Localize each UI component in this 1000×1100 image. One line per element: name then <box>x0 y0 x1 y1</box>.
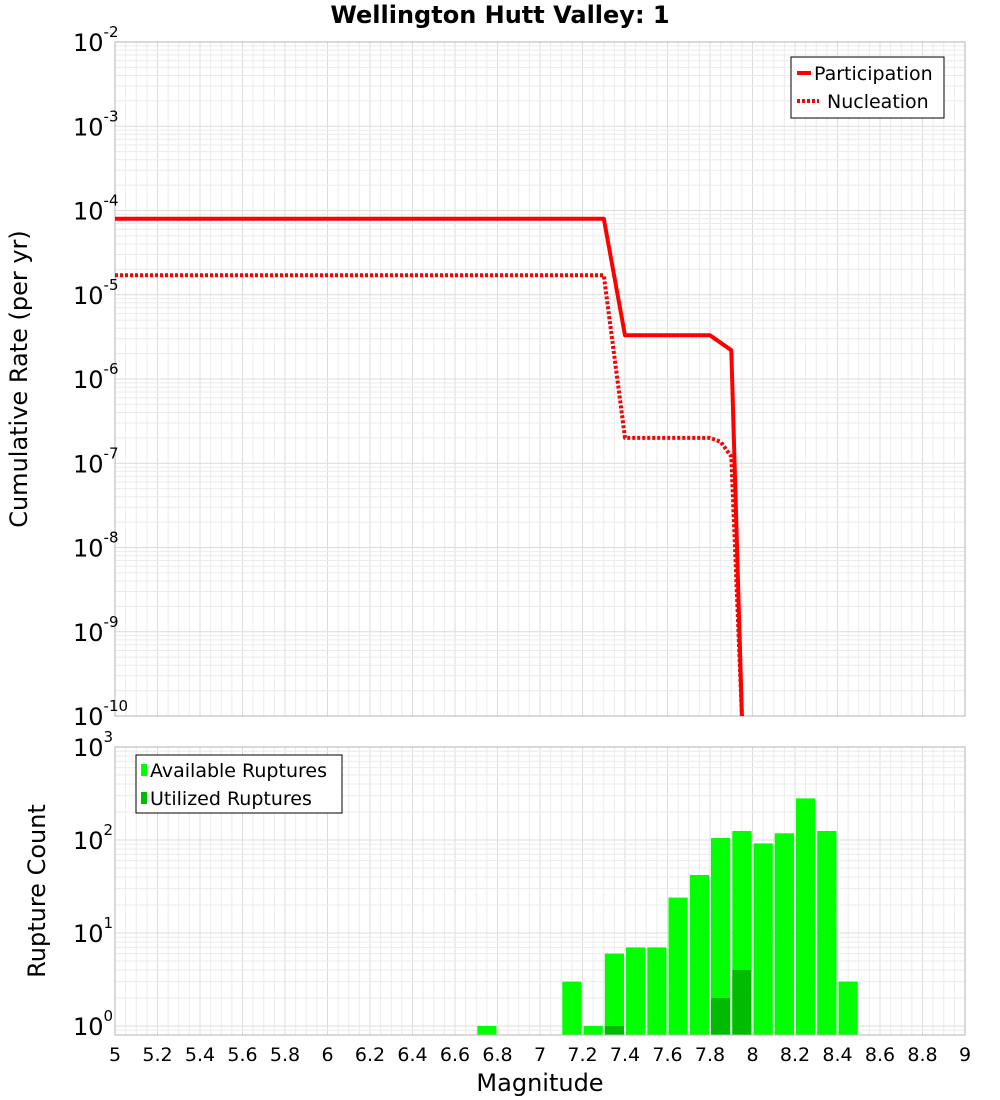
bottom-y-tick-label: 100 <box>73 1007 113 1041</box>
top-y-tick-exponent: -5 <box>104 276 119 294</box>
legend-utilized-swatch <box>141 792 147 804</box>
available-rupture-bar <box>838 981 858 1035</box>
x-tick-label: 5.8 <box>270 1044 300 1066</box>
x-tick-label: 8.2 <box>780 1044 810 1066</box>
bottom-y-tick-exponent: 3 <box>104 728 114 746</box>
x-tick-label: 6.8 <box>482 1044 512 1066</box>
x-tick-label: 6.4 <box>397 1044 427 1066</box>
available-rupture-bar <box>477 1026 497 1035</box>
x-tick-label: 7.6 <box>652 1044 682 1066</box>
x-tick-label: 9 <box>959 1044 971 1066</box>
bottom-y-tick-label: 101 <box>73 914 113 948</box>
top-y-tick-exponent: -4 <box>104 192 119 210</box>
top-y-tick-label: 10-4 <box>73 192 119 226</box>
x-tick-label: 6 <box>321 1044 333 1066</box>
legend-nucleation-label: Nucleation <box>827 91 929 113</box>
legend-available-label: Available Ruptures <box>150 760 327 782</box>
top-y-tick-exponent: -10 <box>104 697 129 715</box>
utilized-rupture-bar <box>732 970 752 1035</box>
top-y-tick-exponent: -2 <box>104 23 119 41</box>
chart-title: Wellington Hutt Valley: 1 <box>330 1 669 29</box>
available-rupture-bar <box>626 947 646 1035</box>
top-series-lines <box>115 216 744 717</box>
x-axis-label: Magnitude <box>476 1069 603 1097</box>
available-rupture-bar <box>668 897 688 1035</box>
top-y-tick-label: 10-2 <box>73 23 119 57</box>
x-tick-label: 8.4 <box>822 1044 852 1066</box>
available-rupture-bar <box>711 838 731 1035</box>
x-tick-label: 7.2 <box>567 1044 597 1066</box>
series-line-nucleation <box>115 273 744 717</box>
x-tick-label: 8.6 <box>865 1044 895 1066</box>
x-tick-label: 8.8 <box>907 1044 937 1066</box>
bottom-y-tick-label: 102 <box>73 821 113 855</box>
bottom-legend-box <box>135 754 343 814</box>
bottom-y-tick-exponent: 2 <box>104 821 114 839</box>
available-rupture-bar <box>647 947 667 1035</box>
bottom-y-axis-label: Rupture Count <box>23 804 51 978</box>
top-y-tick-label: 10-7 <box>73 444 119 478</box>
x-tick-labels: 5 5.2 5.4 5.6 5.8 6 6.2 6.4 6.6 6.8 7 7.2 7.4 7.6 7.8 8… <box>109 1044 971 1066</box>
legend-participation-label: Participation <box>814 63 933 85</box>
utilized-rupture-bar <box>711 998 731 1035</box>
top-y-tick-label: 10-5 <box>73 276 119 310</box>
available-rupture-bar <box>604 953 624 1035</box>
top-y-tick-exponent: -6 <box>104 360 119 378</box>
top-y-tick-label: 10-3 <box>73 107 119 141</box>
available-rupture-bar <box>796 798 816 1035</box>
x-tick-label: 5.2 <box>142 1044 172 1066</box>
bottom-plot-area <box>114 746 966 1036</box>
available-rupture-bar <box>753 843 773 1035</box>
x-tick-label: 7 <box>534 1044 546 1066</box>
bottom-y-tick-exponent: 1 <box>104 914 114 932</box>
top-y-tick-label: 10-9 <box>73 613 119 647</box>
top-y-tick-label: 10-8 <box>73 529 119 563</box>
bottom-legend: Available Ruptures Utilized Ruptures <box>135 754 343 814</box>
top-legend: Participation Nucleation <box>790 56 945 119</box>
x-tick-label: 7.8 <box>695 1044 725 1066</box>
x-tick-label: 5.6 <box>227 1044 257 1066</box>
legend-available-swatch <box>141 764 147 776</box>
top-plot-grid <box>114 42 966 717</box>
top-y-tick-exponent: -8 <box>104 529 119 547</box>
legend-utilized-label: Utilized Ruptures <box>150 788 312 810</box>
x-tick-label: 8 <box>746 1044 758 1066</box>
top-y-tick-label: 10-10 <box>73 697 128 731</box>
series-line-participation <box>115 216 744 717</box>
x-tick-label: 6.2 <box>355 1044 385 1066</box>
bottom-bars <box>477 798 858 1035</box>
top-legend-box <box>790 56 945 119</box>
bottom-y-tick-exponent: 0 <box>104 1007 114 1025</box>
top-y-tick-exponent: -9 <box>104 613 119 631</box>
available-rupture-bar <box>774 833 794 1035</box>
available-rupture-bar <box>583 1026 603 1035</box>
top-plot-area <box>114 41 966 717</box>
bottom-y-tick-label: 103 <box>73 728 113 762</box>
utilized-rupture-bar <box>604 1026 624 1035</box>
x-tick-label: 5.4 <box>185 1044 215 1066</box>
top-y-tick-exponent: -3 <box>104 107 119 125</box>
top-y-tick-exponent: -7 <box>104 444 119 462</box>
x-tick-label: 7.4 <box>610 1044 640 1066</box>
x-tick-label: 5 <box>109 1044 121 1066</box>
top-y-tick-labels: 10-2 10-3 10-4 10-5 10-6 10-7 10-8 10-9 10-10 <box>73 23 128 731</box>
available-rupture-bar <box>562 981 582 1035</box>
available-rupture-bar <box>689 875 710 1035</box>
available-rupture-bar <box>817 831 837 1035</box>
top-y-tick-label: 10-6 <box>73 360 119 394</box>
x-tick-label: 6.6 <box>440 1044 470 1066</box>
top-y-axis-label: Cumulative Rate (per yr) <box>5 230 33 528</box>
